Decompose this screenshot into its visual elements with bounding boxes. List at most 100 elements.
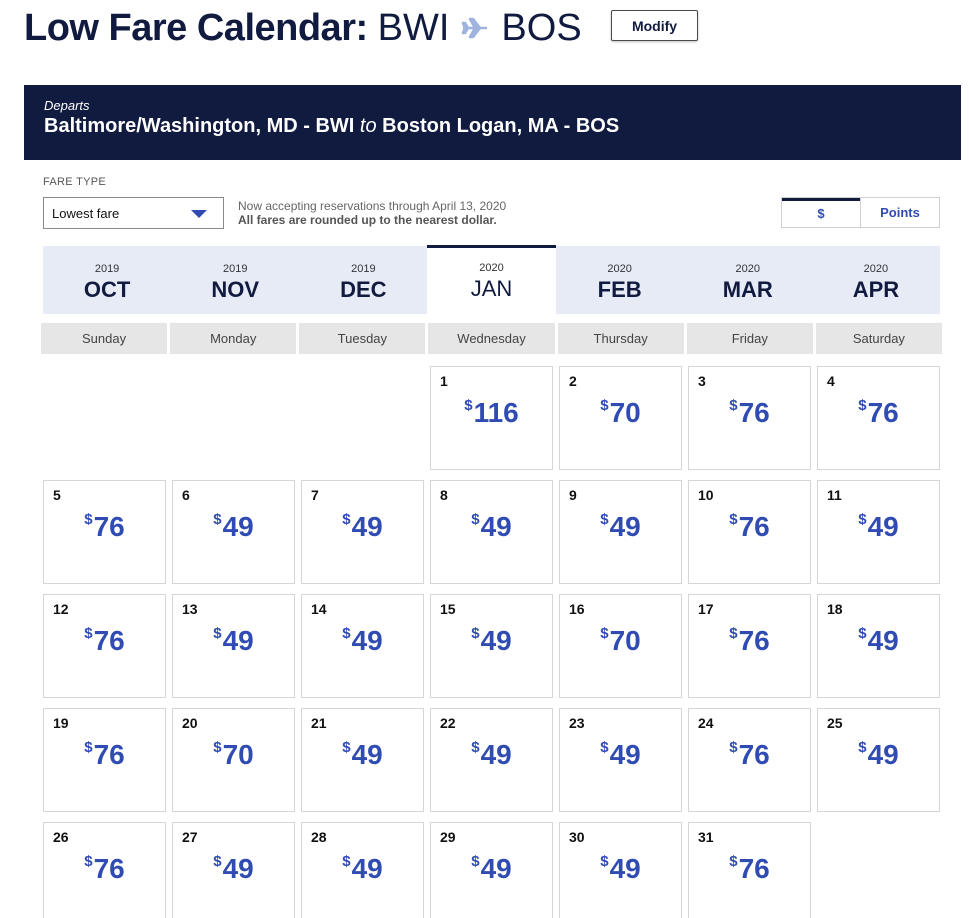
calendar-day-cell[interactable]: 12 $76 xyxy=(43,594,166,698)
calendar-day-cell[interactable]: 20 $70 xyxy=(172,708,295,812)
month-name: OCT xyxy=(83,277,131,302)
month-year: 2020 xyxy=(479,262,504,274)
fare-amount: 70 xyxy=(609,397,641,428)
currency-symbol: $ xyxy=(600,397,609,414)
calendar-blank-cell xyxy=(43,366,166,470)
calendar-day-cell[interactable]: 11 $49 xyxy=(817,480,940,584)
fare-amount: 76 xyxy=(93,625,125,656)
weekday-tuesday: Tuesday xyxy=(299,323,426,354)
departs-label: Departs xyxy=(44,98,90,113)
day-number: 20 xyxy=(182,715,198,731)
fare-amount: 49 xyxy=(867,511,899,542)
calendar-day-cell[interactable]: 27 $49 xyxy=(172,822,295,918)
fare-amount: 70 xyxy=(222,739,254,770)
calendar-day-cell[interactable]: 15 $49 xyxy=(430,594,553,698)
fare-amount: 49 xyxy=(222,511,254,542)
fare-price: $49 xyxy=(173,511,294,543)
fare-price: $49 xyxy=(560,511,681,543)
fare-price: $76 xyxy=(44,511,165,543)
calendar-day-cell[interactable]: 7 $49 xyxy=(301,480,424,584)
modify-button[interactable]: Modify xyxy=(611,10,698,41)
calendar-day-cell[interactable]: 4 $76 xyxy=(817,366,940,470)
currency-symbol: $ xyxy=(729,625,738,642)
dollar-toggle-button[interactable]: $ xyxy=(782,198,860,227)
calendar-day-cell[interactable]: 22 $49 xyxy=(430,708,553,812)
month-tab-nov[interactable]: 2019 NOV xyxy=(171,246,299,314)
fare-price: $116 xyxy=(431,397,552,429)
calendar-day-cell[interactable]: 10 $76 xyxy=(688,480,811,584)
weekday-friday: Friday xyxy=(686,323,813,354)
calendar-day-cell[interactable]: 1 $116 xyxy=(430,366,553,470)
weekday-header: Sunday Monday Tuesday Wednesday Thursday Frid… xyxy=(41,323,942,354)
currency-symbol: $ xyxy=(84,739,93,756)
day-number: 14 xyxy=(311,601,327,617)
calendar-day-cell[interactable]: 25 $49 xyxy=(817,708,940,812)
fare-amount: 49 xyxy=(351,739,383,770)
fare-price: $76 xyxy=(689,511,810,543)
calendar-day-cell[interactable]: 24 $76 xyxy=(688,708,811,812)
month-tab-dec[interactable]: 2019 DEC xyxy=(299,246,427,314)
month-tab-oct[interactable]: 2019 OCT xyxy=(43,246,171,314)
points-toggle-button[interactable]: Points xyxy=(860,198,939,227)
month-name: MAR xyxy=(722,277,773,302)
month-tab-jan[interactable]: 2020 JAN xyxy=(427,245,556,314)
day-number: 17 xyxy=(698,601,714,617)
fare-amount: 70 xyxy=(609,625,641,656)
fare-amount: 49 xyxy=(609,511,641,542)
day-number: 2 xyxy=(569,373,577,389)
month-tab-feb[interactable]: 2020 FEB xyxy=(556,246,684,314)
day-number: 15 xyxy=(440,601,456,617)
calendar-day-cell[interactable]: 19 $76 xyxy=(43,708,166,812)
calendar-day-cell[interactable]: 3 $76 xyxy=(688,366,811,470)
calendar-day-cell[interactable]: 9 $49 xyxy=(559,480,682,584)
calendar-day-cell[interactable]: 17 $76 xyxy=(688,594,811,698)
month-name: NOV xyxy=(211,277,260,302)
destination-code: BOS xyxy=(501,6,582,49)
fare-amount: 49 xyxy=(222,625,254,656)
fare-amount: 76 xyxy=(738,511,770,542)
fare-price: $49 xyxy=(173,853,294,885)
calendar-day-cell[interactable]: 31 $76 xyxy=(688,822,811,918)
calendar-blank-cell xyxy=(301,366,424,470)
calendar-day-cell[interactable]: 18 $49 xyxy=(817,594,940,698)
calendar-day-cell[interactable]: 29 $49 xyxy=(430,822,553,918)
calendar-day-cell[interactable]: 13 $49 xyxy=(172,594,295,698)
fare-type-select[interactable]: Lowest fare xyxy=(43,197,224,229)
currency-symbol: $ xyxy=(600,853,609,870)
day-number: 18 xyxy=(827,601,843,617)
month-tab-apr[interactable]: 2020 APR xyxy=(812,246,940,314)
currency-symbol: $ xyxy=(213,853,222,870)
calendar-day-cell[interactable]: 21 $49 xyxy=(301,708,424,812)
month-year: 2019 xyxy=(94,263,120,275)
calendar-day-cell[interactable]: 26 $76 xyxy=(43,822,166,918)
calendar-day-cell[interactable]: 16 $70 xyxy=(559,594,682,698)
fare-type-value: Lowest fare xyxy=(52,206,120,221)
chevron-down-icon xyxy=(191,210,207,218)
calendar-day-cell[interactable]: 30 $49 xyxy=(559,822,682,918)
fare-price: $49 xyxy=(560,853,681,885)
calendar-day-cell[interactable]: 23 $49 xyxy=(559,708,682,812)
month-name: FEB xyxy=(597,277,642,302)
day-number: 7 xyxy=(311,487,319,503)
fare-price: $49 xyxy=(818,739,939,771)
fare-amount: 49 xyxy=(351,511,383,542)
calendar-day-cell[interactable]: 2 $70 xyxy=(559,366,682,470)
currency-symbol: $ xyxy=(600,625,609,642)
calendar-day-cell[interactable]: 5 $76 xyxy=(43,480,166,584)
fare-amount: 76 xyxy=(738,739,770,770)
calendar-day-cell[interactable]: 14 $49 xyxy=(301,594,424,698)
currency-symbol: $ xyxy=(342,739,351,756)
month-tab-mar[interactable]: 2020 MAR xyxy=(684,246,812,314)
fare-amount: 49 xyxy=(867,625,899,656)
destination-name: Boston Logan, MA - BOS xyxy=(382,115,620,137)
weekday-wednesday: Wednesday xyxy=(428,323,555,354)
calendar-day-cell[interactable]: 28 $49 xyxy=(301,822,424,918)
calendar-day-cell[interactable]: 8 $49 xyxy=(430,480,553,584)
day-number: 11 xyxy=(827,487,842,503)
month-name: APR xyxy=(852,277,900,302)
month-year: 2019 xyxy=(351,263,376,275)
fare-amount: 49 xyxy=(480,739,512,770)
fare-amount: 116 xyxy=(473,397,519,428)
calendar-day-cell[interactable]: 6 $49 xyxy=(172,480,295,584)
weekday-saturday: Saturday xyxy=(815,323,942,354)
